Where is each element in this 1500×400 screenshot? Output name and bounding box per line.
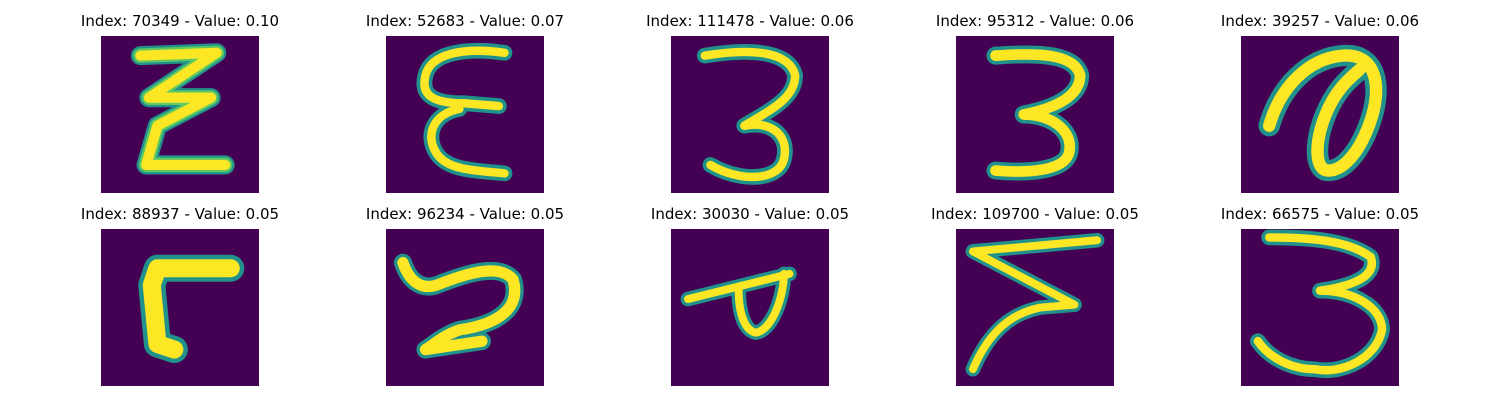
panel-7: Index: 96234 - Value: 0.05 xyxy=(345,205,585,395)
panel-title: Index: 96234 - Value: 0.05 xyxy=(365,205,565,223)
panel-8: Index: 30030 - Value: 0.05 xyxy=(630,205,870,395)
panel-10: Index: 66575 - Value: 0.05 xyxy=(1200,205,1440,395)
panel-3: Index: 111478 - Value: 0.06 xyxy=(630,12,870,202)
digit-image xyxy=(956,229,1114,386)
panel-title: Index: 88937 - Value: 0.05 xyxy=(80,205,280,223)
panel-title: Index: 39257 - Value: 0.06 xyxy=(1220,12,1420,30)
digit-image xyxy=(671,36,829,193)
digit-image xyxy=(386,36,544,193)
digit-image xyxy=(101,229,259,386)
panel-title: Index: 70349 - Value: 0.10 xyxy=(80,12,280,30)
digit-image xyxy=(101,36,259,193)
digit-image xyxy=(1241,229,1399,386)
digit-image xyxy=(956,36,1114,193)
panel-title: Index: 66575 - Value: 0.05 xyxy=(1220,205,1420,223)
panel-title: Index: 111478 - Value: 0.06 xyxy=(646,12,854,30)
panel-1: Index: 70349 - Value: 0.10 xyxy=(60,12,300,202)
panel-5: Index: 39257 - Value: 0.06 xyxy=(1200,12,1440,202)
digit-image xyxy=(671,229,829,386)
panel-title: Index: 52683 - Value: 0.07 xyxy=(365,12,565,30)
panel-4: Index: 95312 - Value: 0.06 xyxy=(915,12,1155,202)
panel-6: Index: 88937 - Value: 0.05 xyxy=(60,205,300,395)
panel-title: Index: 95312 - Value: 0.06 xyxy=(935,12,1135,30)
panel-title: Index: 30030 - Value: 0.05 xyxy=(650,205,850,223)
digit-image xyxy=(1241,36,1399,193)
panel-title: Index: 109700 - Value: 0.05 xyxy=(931,205,1139,223)
panel-9: Index: 109700 - Value: 0.05 xyxy=(915,205,1155,395)
digit-image xyxy=(386,229,544,386)
panel-2: Index: 52683 - Value: 0.07 xyxy=(345,12,585,202)
